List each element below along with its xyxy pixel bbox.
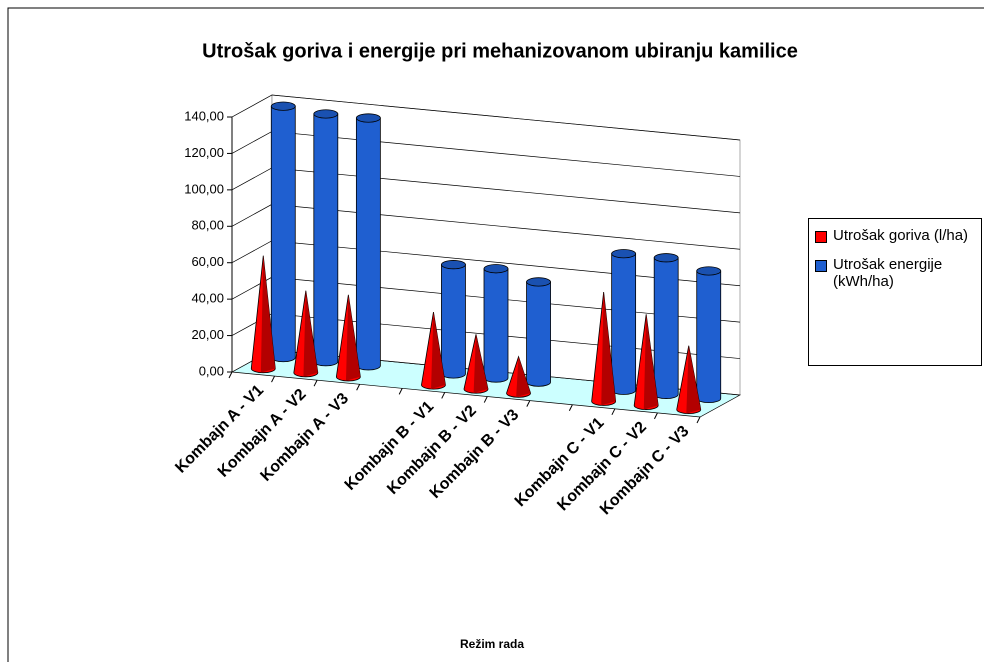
legend: Utrošak goriva (l/ha) Utrošak energije (k…: [808, 218, 982, 366]
x-tick: [441, 392, 446, 399]
cone: [506, 355, 531, 398]
x-tick: [696, 416, 701, 424]
cylinder-body: [313, 113, 339, 367]
y-tick-label: 140,00: [184, 108, 224, 123]
cylinder-top: [653, 253, 679, 263]
cone-shade: [431, 312, 446, 389]
legend-label: Utrošak goriva (l/ha): [833, 227, 969, 244]
y-tick-label: 100,00: [184, 181, 224, 196]
x-tick: [654, 412, 658, 420]
cylinder-top: [696, 266, 722, 276]
cone: [250, 255, 276, 374]
cylinder: [270, 101, 296, 363]
y-tick-label: 80,00: [191, 218, 224, 233]
cylinder-body: [653, 257, 679, 399]
y-tick-label: 60,00: [191, 254, 224, 269]
cylinder: [355, 113, 381, 371]
cone: [463, 334, 489, 394]
grid-line: [231, 94, 741, 141]
cylinder-body: [483, 268, 509, 383]
cone: [676, 345, 702, 415]
x-tick: [313, 379, 318, 387]
cylinder: [696, 266, 722, 404]
cone-shade: [473, 334, 488, 394]
cylinder: [611, 249, 637, 395]
cone: [591, 291, 617, 406]
cylinder-top: [313, 109, 339, 119]
x-tick: [611, 408, 616, 416]
cylinder-body: [270, 105, 296, 363]
cone-shade: [601, 291, 616, 406]
x-tick: [526, 400, 531, 407]
x-tick: [356, 384, 361, 391]
chart-title: Utrošak goriva i energije pri mehanizova…: [202, 40, 798, 62]
cone: [633, 314, 659, 410]
cylinder-top: [611, 249, 637, 259]
cylinder-top: [355, 113, 381, 123]
x-tick: [271, 375, 275, 383]
x-tick: [568, 404, 573, 411]
cylinder: [526, 277, 551, 387]
legend-label: Utrošak energije (kWh/ha): [833, 256, 943, 290]
cone: [421, 311, 446, 390]
x-axis-title: Režim rada: [460, 637, 524, 651]
legend-item: Utrošak energije (kWh/ha): [815, 256, 975, 290]
cone-shade: [686, 345, 701, 414]
y-tick-label: 0,00: [199, 363, 224, 378]
cylinder: [653, 253, 679, 399]
cylinder-top: [483, 264, 509, 274]
cone-shade: [516, 356, 531, 398]
cylinder: [483, 264, 509, 383]
cylinder-top: [441, 260, 466, 270]
cone-shade: [303, 290, 318, 377]
y-tick-label: 40,00: [191, 291, 224, 306]
x-tick: [398, 388, 403, 395]
cone-shade: [643, 314, 659, 410]
cylinder-body: [696, 270, 722, 404]
cone-shade: [345, 294, 361, 381]
x-tick: [228, 371, 233, 379]
cylinder-top: [526, 277, 551, 287]
cylinder: [441, 260, 466, 379]
x-tick: [483, 396, 488, 403]
cylinder-body: [441, 264, 466, 379]
legend-item: Utrošak goriva (l/ha): [815, 227, 975, 244]
legend-swatch: [815, 260, 827, 272]
cone: [335, 294, 361, 382]
cylinder: [313, 109, 339, 367]
cylinder-body: [611, 253, 637, 395]
cylinder-body: [526, 281, 551, 387]
y-tick-label: 20,00: [191, 327, 224, 342]
cylinder-body: [355, 117, 381, 371]
y-tick-label: 120,00: [184, 145, 224, 160]
legend-swatch: [815, 231, 827, 243]
cone-shade: [260, 255, 276, 373]
cylinder-top: [270, 101, 296, 111]
cone: [293, 290, 319, 378]
